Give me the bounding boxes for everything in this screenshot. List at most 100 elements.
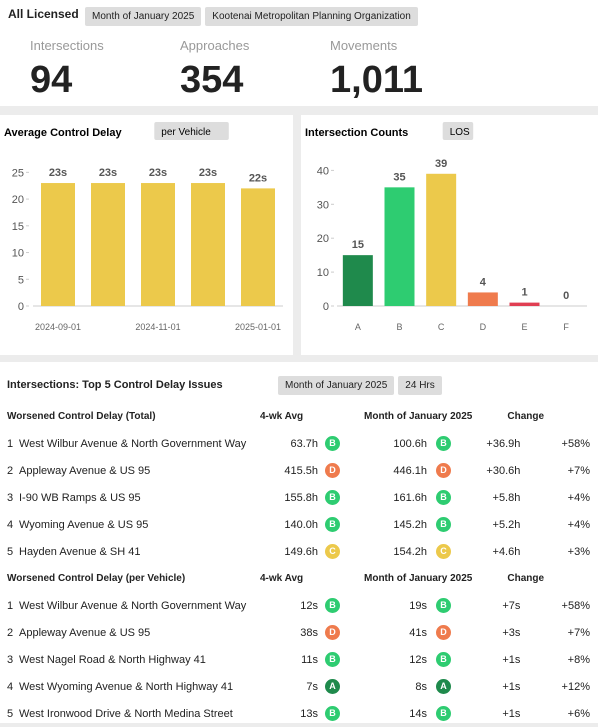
table: Worsened Control Delay (per Vehicle) 4-wk…	[0, 565, 598, 727]
stat-label: Intersections	[30, 38, 104, 53]
avg-value: 12s	[300, 599, 318, 612]
data-label: 0	[563, 290, 569, 302]
rank: 4	[7, 518, 14, 531]
grade-badge: B	[325, 652, 340, 667]
table-row[interactable]: 1 West Wilbur Avenue & North Government W…	[0, 592, 598, 619]
rank: 5	[7, 545, 14, 558]
intersection-name: Appleway Avenue & US 95	[19, 464, 151, 477]
grade-badge: C	[325, 544, 340, 559]
table-row[interactable]: 3 West Nagel Road & North Highway 41 11s B 1…	[0, 646, 598, 673]
change: +30.6h	[486, 464, 521, 477]
button[interactable]	[442, 122, 474, 140]
filter[interactable]: 24 Hrs	[398, 376, 442, 395]
stat-value: 354	[180, 59, 244, 101]
month-value: 12s	[409, 653, 427, 666]
chart-panel: Average Control Delay per Vehicle 0 5 10 15 20…	[0, 115, 293, 355]
y-tick-label: 20	[317, 233, 329, 245]
avg-value: 415.5h	[284, 464, 318, 477]
grade-badge: B	[436, 706, 451, 721]
filter[interactable]: Month of January 2025	[85, 7, 202, 26]
table-row[interactable]: 2 Appleway Avenue & US 95 415.5h D 446.1h D +3…	[0, 457, 598, 484]
grade-badge: B	[436, 490, 451, 505]
month-value: 100.6h	[393, 437, 427, 450]
rank: 3	[7, 491, 14, 504]
column-header: Change	[507, 573, 545, 584]
chart: Average Control Delay per Vehicle 0 5 10 15 20…	[4, 122, 283, 332]
header-row: Worsened Control Delay (Total) 4-wk Avg Mo…	[0, 403, 598, 430]
cell: D	[427, 619, 472, 646]
table-row[interactable]: 4 Wyoming Avenue & US 95 140.0h B 145.2h B +5.…	[0, 511, 598, 538]
grade-badge: D	[436, 625, 451, 640]
column-header: Month of January 2025	[364, 573, 473, 584]
data-label: 35	[393, 171, 405, 183]
header-row: Worsened Control Delay (per Vehicle) 4-wk…	[0, 565, 598, 592]
grade-badge: B	[325, 490, 340, 505]
table: Worsened Control Delay (Total) 4-wk Avg Mo…	[0, 403, 598, 565]
button-label: per Vehicle	[161, 127, 211, 138]
change-pct: +12%	[561, 680, 590, 693]
x-tick-label: E	[521, 322, 527, 332]
avg-value: 149.6h	[284, 545, 318, 558]
rank: 1	[7, 437, 14, 450]
grade-badge: B	[325, 598, 340, 613]
grade-badge: B	[436, 598, 451, 613]
change: +5.8h	[492, 491, 521, 504]
cell: A	[318, 673, 360, 700]
data-label: 39	[435, 158, 447, 170]
cell: B	[318, 430, 360, 457]
y-tick-label: 10	[12, 248, 24, 260]
intersection-name: West Nagel Road & North Highway 41	[19, 653, 206, 666]
chart-panel: Intersection Counts LOS 0 10 20 30 40 A 15 B 35 C 39…	[301, 115, 598, 355]
intersection-name: Appleway Avenue & US 95	[19, 626, 151, 639]
change: +36.9h	[486, 437, 521, 450]
change-pct: +7%	[567, 626, 590, 639]
table-row[interactable]: 2 Appleway Avenue & US 95 38s D 41s D +3s +7%	[0, 619, 598, 646]
button[interactable]	[154, 122, 229, 140]
cell: D	[318, 619, 360, 646]
table-row[interactable]: 5 Hayden Avenue & SH 41 149.6h C 154.2h C +4.6…	[0, 538, 598, 565]
bar	[342, 255, 373, 306]
section-title: Intersections: Top 5 Control Delay Issue…	[7, 379, 223, 391]
month-value: 161.6h	[393, 491, 427, 504]
filter[interactable]: Month of January 2025	[278, 376, 395, 395]
grade-badge: A	[436, 679, 451, 694]
change: +1s	[502, 707, 521, 720]
month-value: 14s	[409, 707, 427, 720]
data-label: 22s	[249, 172, 267, 184]
table-title: Worsened Control Delay (per Vehicle)	[7, 573, 186, 584]
cell: B	[427, 592, 472, 619]
bar	[384, 187, 415, 306]
data-label: 23s	[99, 167, 117, 179]
filter[interactable]: Kootenai Metropolitan Planning Organizat…	[205, 7, 418, 26]
cell: C	[318, 538, 360, 565]
table-panel: Intersections: Top 5 Control Delay Issue…	[0, 362, 598, 723]
x-tick-label: D	[480, 322, 487, 332]
change: +7s	[502, 599, 521, 612]
table-row[interactable]: 3 I-90 WB Ramps & US 95 155.8h B 161.6h B +5.8…	[0, 484, 598, 511]
data-label: 1	[521, 287, 527, 299]
table-row[interactable]: 4 West Wyoming Avenue & North Highway 41 7…	[0, 673, 598, 700]
change: +5.2h	[492, 518, 521, 531]
title: All Licensed	[8, 7, 79, 21]
table-row[interactable]: 1 West Wilbur Avenue & North Government W…	[0, 430, 598, 457]
grade-badge: C	[436, 544, 451, 559]
x-tick-label: 2024-09-01	[35, 322, 81, 332]
column-header: Change	[507, 411, 545, 422]
y-tick-label: 5	[18, 274, 24, 286]
table-row[interactable]: 5 West Ironwood Drive & North Medina Stre…	[0, 700, 598, 727]
data-label: 23s	[49, 167, 67, 179]
bar	[91, 183, 125, 306]
cell: B	[427, 700, 472, 727]
y-tick-label: 30	[317, 199, 329, 211]
avg-value: 38s	[300, 626, 318, 639]
grade-badge: B	[325, 436, 340, 451]
stat-label: Movements	[330, 38, 398, 53]
intersection-name: West Wilbur Avenue & North Government Wa…	[19, 437, 247, 450]
y-tick-label: 40	[317, 165, 329, 177]
cell: C	[427, 538, 472, 565]
cell: B	[318, 511, 360, 538]
change-pct: +58%	[561, 599, 590, 612]
x-tick-label: 2025-01-01	[235, 322, 281, 332]
intersection-name: West Wyoming Avenue & North Highway 41	[19, 680, 234, 693]
